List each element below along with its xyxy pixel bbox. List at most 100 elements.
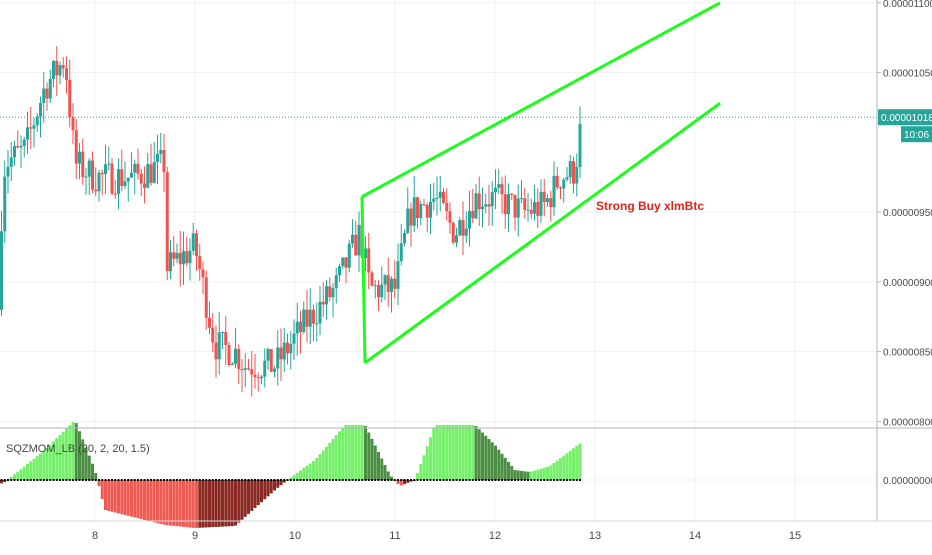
squeeze-dot (107, 479, 110, 481)
momentum-bar (364, 426, 367, 480)
squeeze-dot (29, 479, 32, 481)
momentum-bar (253, 480, 257, 508)
candle-body (175, 252, 179, 259)
squeeze-dot (384, 479, 386, 481)
squeeze-dot (540, 479, 542, 481)
momentum-bar (386, 471, 390, 480)
momentum-bar (455, 425, 458, 480)
squeeze-dot (120, 479, 123, 481)
candle-body (273, 368, 276, 372)
squeeze-dot (377, 479, 380, 481)
candle-body (188, 250, 192, 264)
candle-body (201, 269, 205, 278)
countdown-label: 10:06 (904, 130, 929, 141)
candle-body (341, 257, 345, 267)
candle-body (35, 116, 39, 126)
candle-body (159, 150, 163, 154)
momentum-bar (130, 480, 133, 517)
candle-body (149, 164, 153, 183)
candle-body (247, 368, 250, 370)
momentum-bar (380, 458, 384, 480)
candle-body (503, 194, 507, 215)
momentum-bar (71, 422, 75, 480)
squeeze-dot (504, 479, 507, 481)
momentum-bar (523, 471, 527, 480)
momentum-bar (45, 448, 49, 480)
candle-body (185, 251, 189, 264)
momentum-bar (139, 480, 143, 520)
candle-body (6, 166, 10, 177)
squeeze-dot (75, 479, 78, 481)
momentum-bar (484, 435, 488, 480)
candle-body (386, 275, 390, 292)
candle-body (555, 175, 559, 188)
candle-body (3, 176, 7, 232)
momentum-bar (26, 464, 29, 480)
time-tick-label: 13 (589, 530, 601, 542)
momentum-bar (250, 480, 254, 511)
candle-body (425, 204, 429, 218)
momentum-bar (295, 472, 299, 480)
momentum-bar (510, 465, 514, 480)
squeeze-dot (484, 479, 487, 481)
momentum-bar (84, 447, 88, 480)
momentum-bar (292, 475, 296, 480)
squeeze-dot (475, 479, 477, 481)
candle-body (494, 187, 497, 193)
candle-body (139, 173, 143, 184)
candle-body (133, 163, 137, 173)
candle-body (243, 368, 247, 371)
momentum-bar (247, 480, 250, 514)
momentum-bar (406, 480, 410, 483)
momentum-bar (143, 480, 146, 520)
squeeze-dot (276, 479, 279, 481)
momentum-bar (211, 480, 215, 528)
candle-body (65, 68, 68, 80)
momentum-bar (3, 480, 7, 483)
squeeze-dot (423, 479, 425, 481)
squeeze-dot (328, 479, 331, 481)
squeeze-dot (361, 479, 364, 481)
squeeze-dot (335, 479, 338, 481)
candle-body (104, 164, 107, 175)
channel-lower-line (364, 102, 721, 365)
momentum-bar (572, 448, 575, 480)
squeeze-dot (575, 479, 578, 481)
squeeze-dot (114, 479, 117, 481)
momentum-bar (91, 463, 94, 480)
squeeze-dot (546, 479, 549, 481)
momentum-bar (445, 425, 449, 480)
momentum-bar (61, 431, 65, 480)
momentum-bar (204, 480, 208, 528)
momentum-bar (325, 446, 328, 480)
momentum-bar (172, 480, 176, 526)
squeeze-dot (3, 479, 6, 481)
price-tick-label: 0.00001100 (883, 0, 932, 10)
momentum-bar (276, 480, 280, 488)
candle-body (416, 197, 419, 219)
candle-body (13, 146, 16, 158)
candle-body (562, 179, 566, 189)
squeeze-dot (169, 479, 172, 481)
squeeze-dot (13, 479, 16, 481)
candle-body (520, 198, 523, 200)
candle-body (572, 161, 575, 184)
candle-body (513, 194, 517, 218)
candle-body (302, 309, 306, 333)
squeeze-dot (156, 479, 159, 481)
axes: 0.00001100 0.00001050 0.00000950 0.00000900… (0, 0, 932, 542)
candle-body (78, 151, 81, 164)
squeeze-dot (91, 479, 94, 481)
candle-body (143, 183, 146, 188)
candle-body (204, 277, 208, 318)
squeeze-dot (520, 479, 523, 481)
momentum-bar (494, 445, 497, 480)
squeeze-dot (462, 479, 464, 481)
momentum-bar (29, 461, 33, 480)
squeeze-dot (345, 479, 347, 481)
squeeze-dot (478, 479, 481, 481)
candle-body (217, 332, 221, 360)
time-tick-label: 14 (689, 530, 701, 542)
